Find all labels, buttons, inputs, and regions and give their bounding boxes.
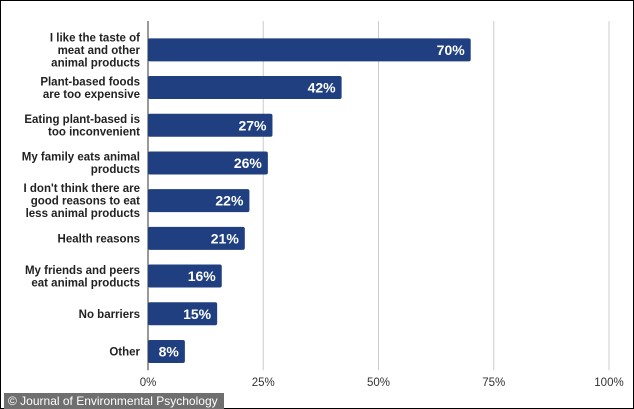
bar-6: [148, 264, 222, 288]
category-label-4: I don't think there are good reasons to e…: [24, 183, 141, 220]
bar-3: [148, 151, 268, 175]
bar-2: [148, 113, 273, 137]
data-label-1: 42%: [308, 80, 337, 96]
category-label-3: My family eats animal products: [22, 152, 140, 177]
bar-5: [148, 226, 245, 250]
category-label-6: My friends and peers eat animal products: [25, 265, 140, 290]
category-label-5: Health reasons: [58, 233, 140, 245]
category-label-2: Eating plant-based is too inconvenient: [24, 114, 140, 139]
data-label-7: 15%: [183, 306, 212, 322]
x-tick-label-25: 25%: [252, 377, 275, 389]
data-label-4: 22%: [215, 193, 244, 209]
bar-0: [148, 38, 471, 62]
bar-8: [148, 339, 185, 363]
data-label-5: 21%: [211, 230, 240, 246]
bar-1: [148, 76, 342, 100]
category-label-1: Plant-based foods are too expensive: [40, 76, 140, 101]
category-label-7: No barriers: [79, 309, 140, 321]
data-label-2: 27%: [238, 117, 267, 133]
x-tick-label-100: 100%: [594, 377, 623, 389]
x-tick-label-50: 50%: [367, 377, 390, 389]
category-label-8: Other: [109, 346, 140, 358]
x-tick-label-75: 75%: [482, 377, 505, 389]
bar-7: [148, 302, 218, 326]
bar-4: [148, 189, 250, 213]
x-tick-label-0: 0%: [140, 377, 157, 389]
data-label-3: 26%: [234, 155, 263, 171]
data-label-6: 16%: [188, 268, 217, 284]
source-credit: © Journal of Environmental Psychology: [4, 393, 224, 409]
category-label-0: I like the taste of meat and other animal …: [50, 32, 141, 69]
data-label-8: 8%: [159, 343, 180, 359]
data-label-0: 70%: [437, 42, 466, 58]
